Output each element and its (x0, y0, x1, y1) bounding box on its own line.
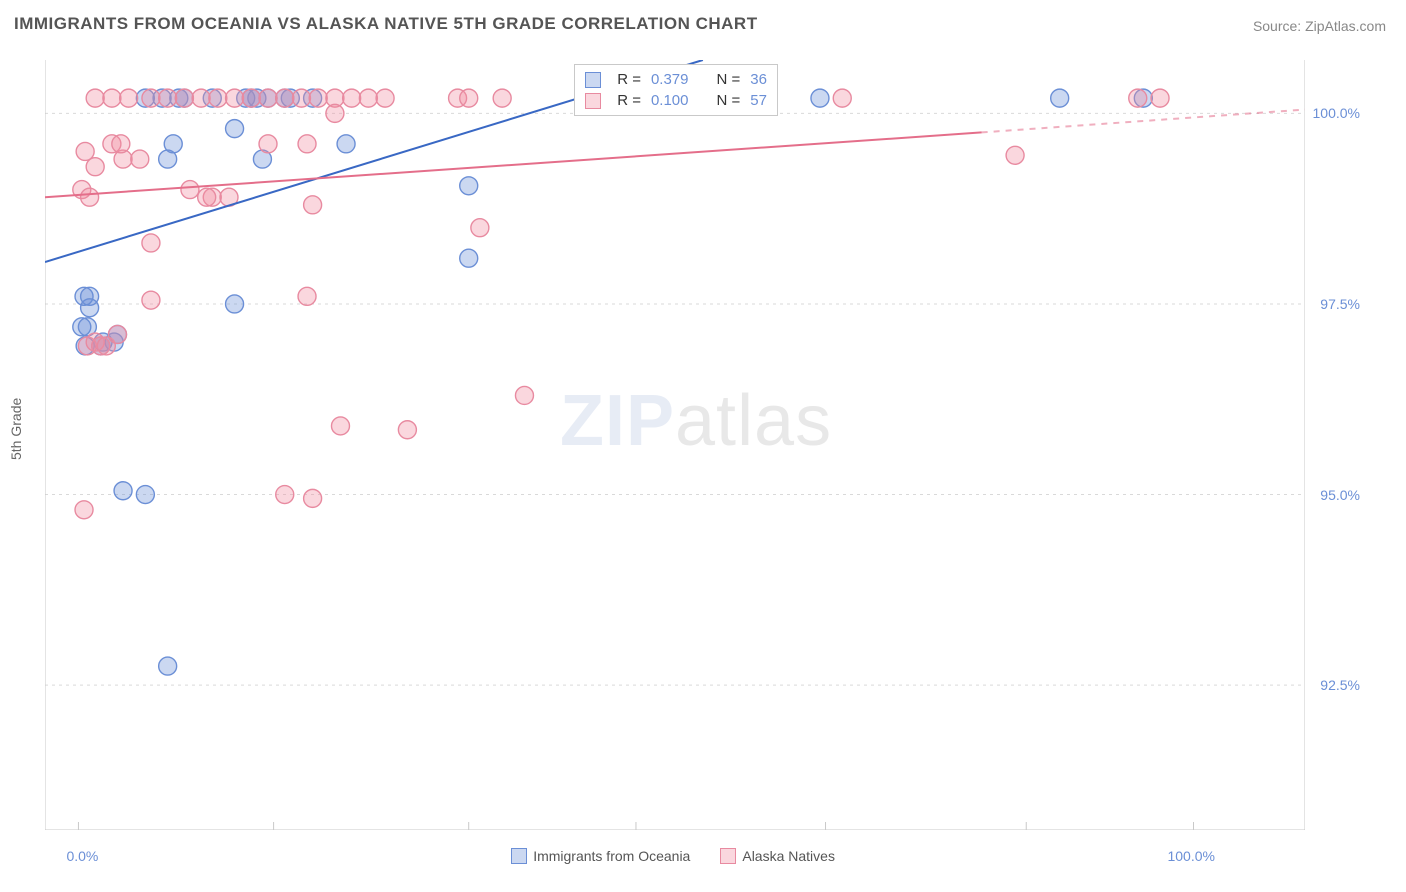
y-tick-label: 95.0% (1320, 487, 1360, 503)
x-axis-max-label: 100.0% (1167, 848, 1214, 864)
stats-legend-row: R = 0.100 N = 57 (585, 90, 767, 111)
legend-item: Immigrants from Oceania (511, 848, 690, 864)
legend-swatch (585, 72, 601, 88)
r-label: R = (617, 71, 641, 88)
r-value: 0.100 (651, 92, 689, 109)
n-label: N = (717, 92, 741, 109)
n-value: 57 (750, 92, 767, 109)
stats-legend-row: R = 0.379 N = 36 (585, 69, 767, 90)
y-tick-label: 92.5% (1320, 677, 1360, 693)
r-label: R = (617, 92, 641, 109)
stats-legend: R = 0.379 N = 36 R = 0.100 N = 57 (574, 64, 778, 116)
chart-container: IMMIGRANTS FROM OCEANIA VS ALASKA NATIVE… (0, 0, 1406, 892)
y-axis-label: 5th Grade (8, 398, 24, 460)
n-value: 36 (750, 71, 767, 88)
legend-swatch (585, 93, 601, 109)
legend-item: Alaska Natives (720, 848, 835, 864)
chart-title: IMMIGRANTS FROM OCEANIA VS ALASKA NATIVE… (14, 14, 758, 34)
legend-label: Immigrants from Oceania (533, 848, 690, 864)
y-tick-label: 100.0% (1313, 105, 1360, 121)
n-label: N = (717, 71, 741, 88)
legend-swatch (720, 848, 736, 864)
legend-label: Alaska Natives (742, 848, 835, 864)
y-tick-label: 97.5% (1320, 296, 1360, 312)
source-attribution: Source: ZipAtlas.com (1253, 18, 1386, 34)
legend-swatch (511, 848, 527, 864)
bottom-legend: Immigrants from Oceania Alaska Natives (511, 848, 835, 864)
r-value: 0.379 (651, 71, 689, 88)
x-axis-min-label: 0.0% (66, 848, 98, 864)
scatter-plot (45, 60, 1305, 830)
